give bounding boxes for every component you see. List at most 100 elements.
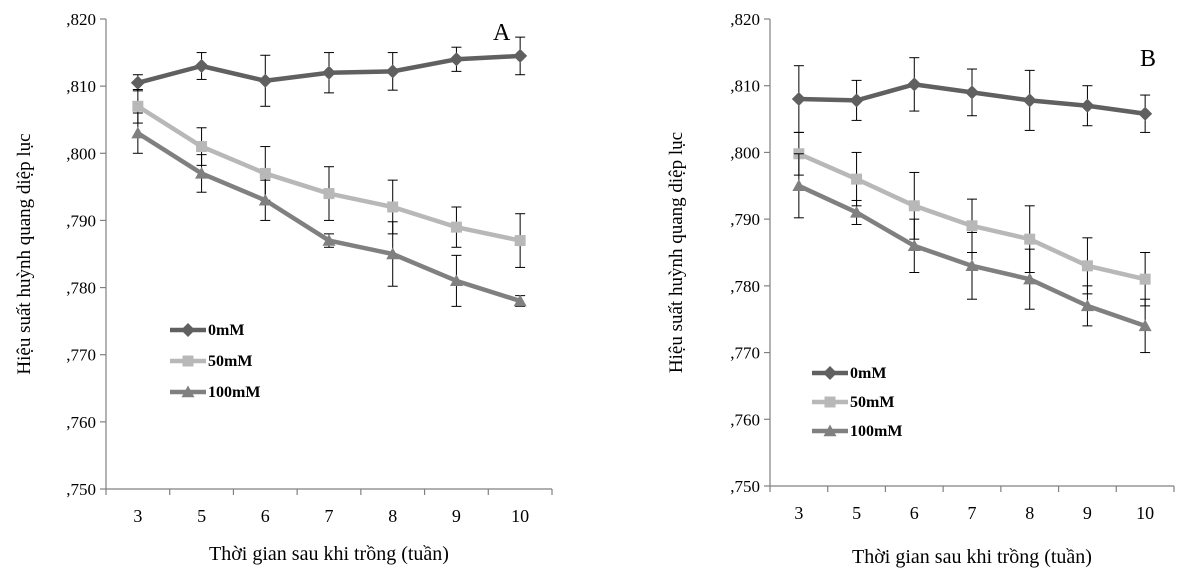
y-tick-label: ,810	[730, 77, 760, 96]
legend-item-0mM: 0mM	[170, 322, 244, 339]
x-tick-label: 7	[968, 503, 977, 523]
y-tick-label: ,780	[66, 279, 96, 298]
data-point	[965, 259, 979, 272]
data-point	[195, 166, 209, 179]
x-axis-label: Thời gian sau khi trồng (tuần)	[852, 546, 1092, 568]
y-axis-label: Hiệu suất huỳnh quang diệp lục	[14, 133, 35, 374]
data-point	[966, 220, 978, 232]
data-point	[322, 234, 336, 246]
data-point	[131, 126, 145, 139]
data-point	[850, 205, 864, 218]
y-tick-label: ,800	[66, 144, 96, 163]
legend-item-100mM: 100mM	[812, 423, 902, 440]
data-point	[1080, 299, 1094, 312]
x-tick-label: 8	[1025, 503, 1034, 523]
x-tick-label: 8	[388, 506, 397, 526]
data-point	[907, 77, 922, 92]
x-tick-label: 3	[794, 503, 803, 523]
y-tick-label: ,820	[66, 10, 96, 29]
data-point	[849, 93, 864, 108]
y-tick-label: ,770	[730, 344, 760, 363]
series-50mM	[793, 131, 1151, 307]
legend-marker	[823, 366, 837, 380]
data-point	[258, 193, 272, 206]
x-tick-label: 10	[511, 506, 529, 526]
legend-marker	[181, 323, 195, 337]
data-point	[851, 173, 863, 185]
data-point	[449, 52, 464, 67]
legend-item-100mM: 100mM	[170, 384, 260, 401]
data-point	[130, 75, 145, 90]
y-tick-label: ,790	[730, 210, 760, 229]
data-point	[1022, 93, 1037, 108]
legend-label: 100mM	[850, 423, 902, 440]
data-point	[791, 92, 806, 107]
x-tick-label: 6	[261, 506, 270, 526]
data-point	[792, 179, 806, 191]
x-tick-label: 3	[133, 506, 142, 526]
y-axis-label: Hiệu suất huỳnh quang diệp lục	[666, 132, 687, 373]
chart-panel-a: ,750 ,760 ,770 ,780 ,790 ,800 ,810 ,820 3 5 6 7 8 9 10…	[14, 10, 553, 565]
panel-label: B	[1140, 46, 1156, 72]
y-tick-label: ,800	[730, 143, 760, 162]
data-point	[449, 274, 463, 287]
legend-item-50mM: 50mM	[812, 394, 894, 411]
data-point	[322, 65, 336, 80]
data-point	[194, 59, 209, 73]
legend-label: 100mM	[208, 384, 260, 401]
x-tick-label: 7	[325, 506, 334, 526]
x-tick-label: 10	[1136, 503, 1154, 523]
y-tick-label: ,810	[66, 77, 96, 96]
data-point	[385, 64, 400, 79]
y-tick-label: ,750	[730, 477, 760, 496]
legend-marker	[824, 396, 836, 408]
x-axis-label: Thời gian sau khi trồng (tuần)	[209, 543, 449, 565]
data-point	[908, 200, 920, 212]
series-100mM	[792, 153, 1152, 354]
data-point	[1138, 319, 1152, 332]
legend-item-50mM: 50mM	[170, 353, 252, 370]
data-point	[513, 48, 528, 63]
x-tick-label: 9	[452, 506, 461, 526]
data-point	[196, 141, 208, 153]
data-point	[907, 239, 921, 252]
data-point	[965, 85, 979, 100]
data-point	[1081, 260, 1093, 272]
data-point	[1023, 272, 1037, 285]
data-point	[513, 294, 527, 307]
data-point	[323, 188, 335, 200]
legend-marker	[823, 424, 837, 437]
data-point	[132, 100, 144, 112]
legend-label: 50mM	[208, 353, 252, 370]
data-point	[386, 247, 400, 260]
data-point	[450, 221, 462, 233]
legend-item-0mM: 0mM	[812, 365, 886, 382]
data-point	[1080, 98, 1095, 113]
legend-marker	[181, 385, 195, 398]
data-point	[259, 167, 271, 179]
y-tick-label: ,790	[66, 211, 96, 230]
series-0mM	[130, 36, 528, 107]
data-point	[258, 73, 273, 88]
x-tick-label: 6	[910, 503, 919, 523]
y-tick-label: ,770	[66, 346, 96, 365]
x-tick-label: 5	[197, 506, 206, 526]
series-100mM	[131, 112, 527, 307]
y-tick-label: ,760	[730, 410, 760, 429]
y-tick-label: ,750	[66, 480, 96, 499]
y-tick-label: ,760	[66, 413, 96, 432]
legend-label: 0mM	[208, 322, 244, 339]
chart-panel-b: ,750 ,760 ,770 ,780 ,790 ,800 ,810 ,820 3 5 6 7 8 9 10…	[666, 10, 1175, 568]
panel-label: A	[493, 20, 511, 46]
y-tick-label: ,820	[730, 10, 760, 29]
legend-marker	[182, 355, 194, 367]
series-0mM	[791, 57, 1153, 133]
data-point	[514, 235, 526, 247]
legend-label: 0mM	[850, 365, 886, 382]
y-tick-label: ,780	[730, 277, 760, 296]
x-tick-label: 5	[852, 503, 861, 523]
legend-label: 50mM	[850, 394, 894, 411]
x-tick-label: 9	[1083, 503, 1092, 523]
data-point	[1138, 106, 1153, 121]
